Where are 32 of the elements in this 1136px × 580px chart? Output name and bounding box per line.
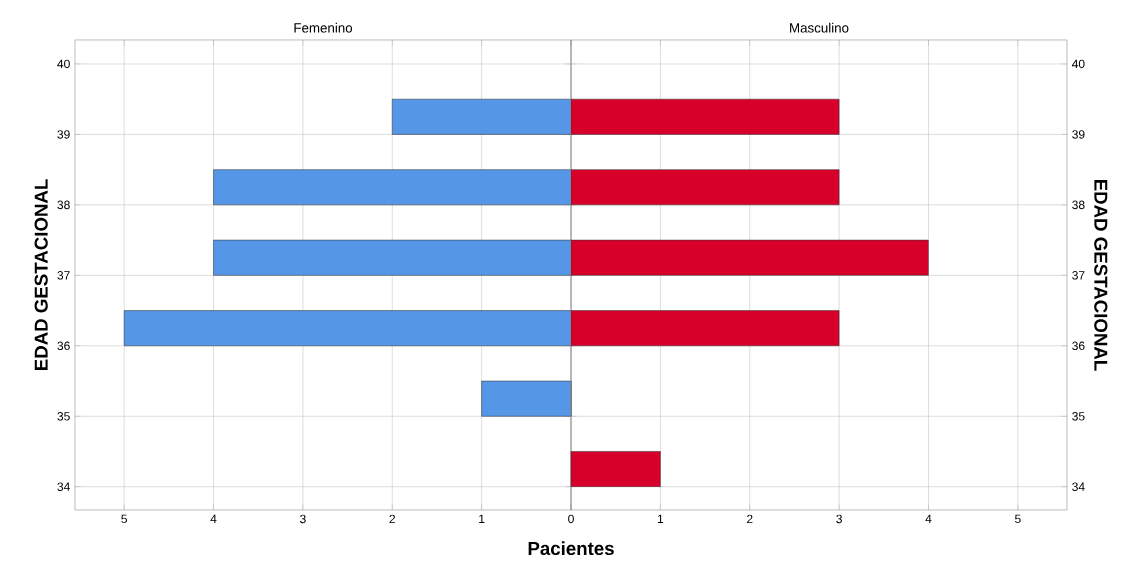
y-tick-label: 39 [57, 130, 70, 139]
y-tick-label: 35 [1072, 412, 1085, 421]
y-tick-label: 34 [57, 482, 70, 491]
x-tick-label: 3 [300, 514, 306, 524]
chart-title: Femenino [294, 22, 353, 33]
bar [571, 451, 661, 487]
chart-title: Masculino [790, 22, 849, 33]
y-tick-label: 40 [1071, 59, 1085, 69]
x-tick-label: 3 [836, 514, 842, 524]
x-tick-label: 5 [1015, 514, 1021, 524]
y-axis-title: EDAD GESTACIONAL [34, 179, 48, 370]
y-tick-label: 40 [57, 59, 70, 69]
x-tick-label: 4 [925, 514, 932, 523]
x-tick-label: 2 [389, 514, 395, 524]
y-axis-title: EDAD GESTACIONAL [1094, 179, 1108, 371]
y-tick-label: 37 [1072, 271, 1085, 280]
y-tick-label: 34 [1072, 482, 1085, 491]
x-tick-label: 5 [121, 514, 127, 524]
x-tick-label: 1 [479, 514, 485, 523]
x-tick-label: 4 [210, 514, 217, 523]
bar [481, 380, 571, 417]
x-axis-title: Pacientes [528, 541, 614, 556]
x-tick-label: 2 [747, 514, 753, 524]
y-tick-label: 35 [57, 412, 70, 421]
x-tick-label: 0 [568, 514, 574, 524]
y-tick-label: 39 [1072, 130, 1085, 139]
y-tick-label: 37 [57, 271, 70, 280]
y-tick-label: 36 [1072, 341, 1085, 351]
y-tick-label: 38 [57, 200, 70, 210]
y-tick-label: 38 [1072, 200, 1085, 210]
y-tick-label: 36 [57, 341, 70, 351]
x-tick-label: 1 [657, 514, 664, 523]
